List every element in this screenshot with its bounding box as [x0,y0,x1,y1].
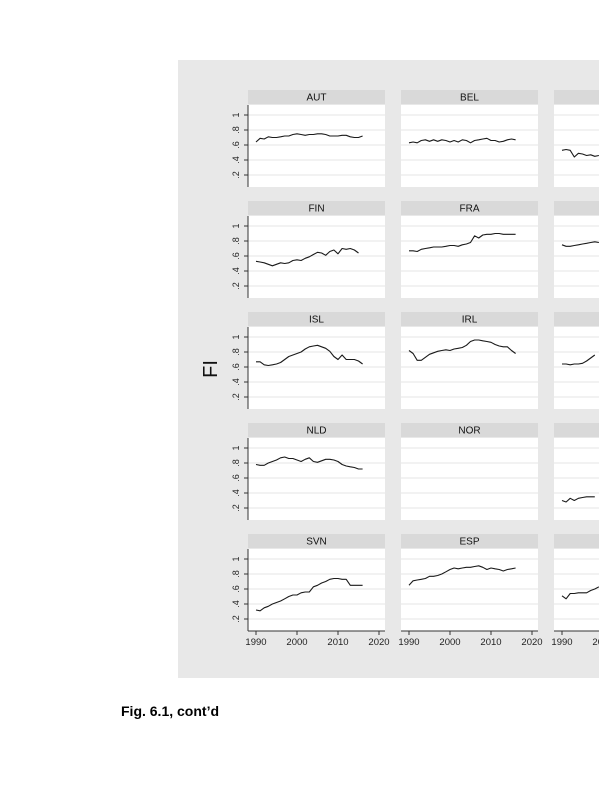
panel-header [248,90,385,104]
y-tick-label: .8 [231,459,241,467]
panel-title: FRA [460,204,480,215]
y-tick-label: .8 [231,126,241,134]
y-tick-label: .4 [231,267,241,275]
y-tick-label: .2 [231,393,241,401]
y-tick-label: 1 [231,112,241,117]
y-tick-label: 1 [231,445,241,450]
x-tick-label: 2000 [439,637,460,648]
panel-header [401,423,538,437]
y-tick-label: .6 [231,585,241,593]
series-line [255,133,363,143]
y-tick-label: .6 [231,363,241,371]
y-axis-label: FI [200,360,222,378]
panel-header [401,534,538,548]
series-line [408,339,516,361]
panel-plot-area [554,438,599,520]
y-tick-label: .2 [231,171,241,179]
panel-header [248,312,385,326]
x-tick-label: 2010 [327,637,348,648]
y-tick-label: .2 [231,504,241,512]
panel-title: ISL [309,315,324,326]
y-tick-label: .6 [231,252,241,260]
panel-plot-area [554,105,599,187]
panel-plot-area [248,549,385,631]
panel-header [554,312,599,326]
y-tick-label: 1 [231,223,241,228]
series-line [409,232,516,253]
y-tick-label: .6 [231,141,241,149]
panel-header [554,201,599,215]
y-tick-label: 1 [231,334,241,339]
x-tick-label: 2020 [368,637,389,648]
panel-title: BEL [460,93,479,104]
panel-header [554,534,599,548]
y-tick-label: .8 [231,348,241,356]
panel-header [554,423,599,437]
series-line [256,344,363,367]
panel-plot-area [554,216,599,298]
y-tick-label: .8 [231,237,241,245]
x-tick-label: 1990 [398,637,419,648]
panel-plot-area [554,327,599,409]
panel-header [248,534,385,548]
panel-plot-area [401,438,538,520]
x-tick-label: 2020 [521,637,542,648]
series-line [255,456,363,470]
y-tick-label: .8 [231,570,241,578]
panel-plot-area [248,216,385,298]
panel-header [248,423,385,437]
panel-header [401,312,538,326]
panel-plot-area [401,105,538,187]
series-line [561,586,599,600]
panel-header [554,90,599,104]
panel-plot-area [401,549,538,631]
panels-group: AUT .2 .4 .6 .8 1 BEL FIN .2 .4 .6 .8 1 FRA ISL .2 .4 .6.… [231,90,599,648]
y-tick-label: .2 [231,615,241,623]
y-tick-label: .6 [231,474,241,482]
x-tick-label: 2010 [480,637,501,648]
y-tick-label: .2 [231,282,241,290]
y-tick-label: 1 [231,556,241,561]
y-tick-label: .4 [231,378,241,386]
y-tick-label: .4 [231,489,241,497]
figure-caption: Fig. 6.1, cont’d [121,703,220,719]
series-line [255,577,363,612]
x-tick-label: 2000 [592,637,599,648]
series-line [561,241,599,247]
panel-title: NOR [458,426,480,437]
series-line [561,148,599,158]
series-line [561,496,595,503]
panel-title: IRL [462,315,478,326]
x-tick-label: 1990 [245,637,266,648]
panel-plot-area [401,327,538,409]
panel-header [401,90,538,104]
panel-header [248,201,385,215]
panel-title: ESP [459,537,479,548]
panel-header [401,201,538,215]
panel-title: NLD [306,426,326,437]
series-line [408,565,516,586]
series-line [255,247,359,267]
x-tick-label: 1990 [551,637,572,648]
panel-title: AUT [307,93,327,104]
panel-plot-area [248,327,385,409]
series-line [408,137,516,144]
y-tick-label: .4 [231,156,241,164]
panel-plot-area [401,216,538,298]
series-line [562,354,596,366]
panel-plot-area [248,438,385,520]
panel-plot-area [248,105,385,187]
panel-title: SVN [306,537,327,548]
y-tick-label: .4 [231,600,241,608]
x-tick-label: 2000 [286,637,307,648]
panel-title: FIN [308,204,324,215]
